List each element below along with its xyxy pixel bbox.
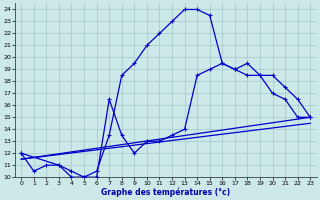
X-axis label: Graphe des températures (°c): Graphe des températures (°c) bbox=[101, 187, 230, 197]
